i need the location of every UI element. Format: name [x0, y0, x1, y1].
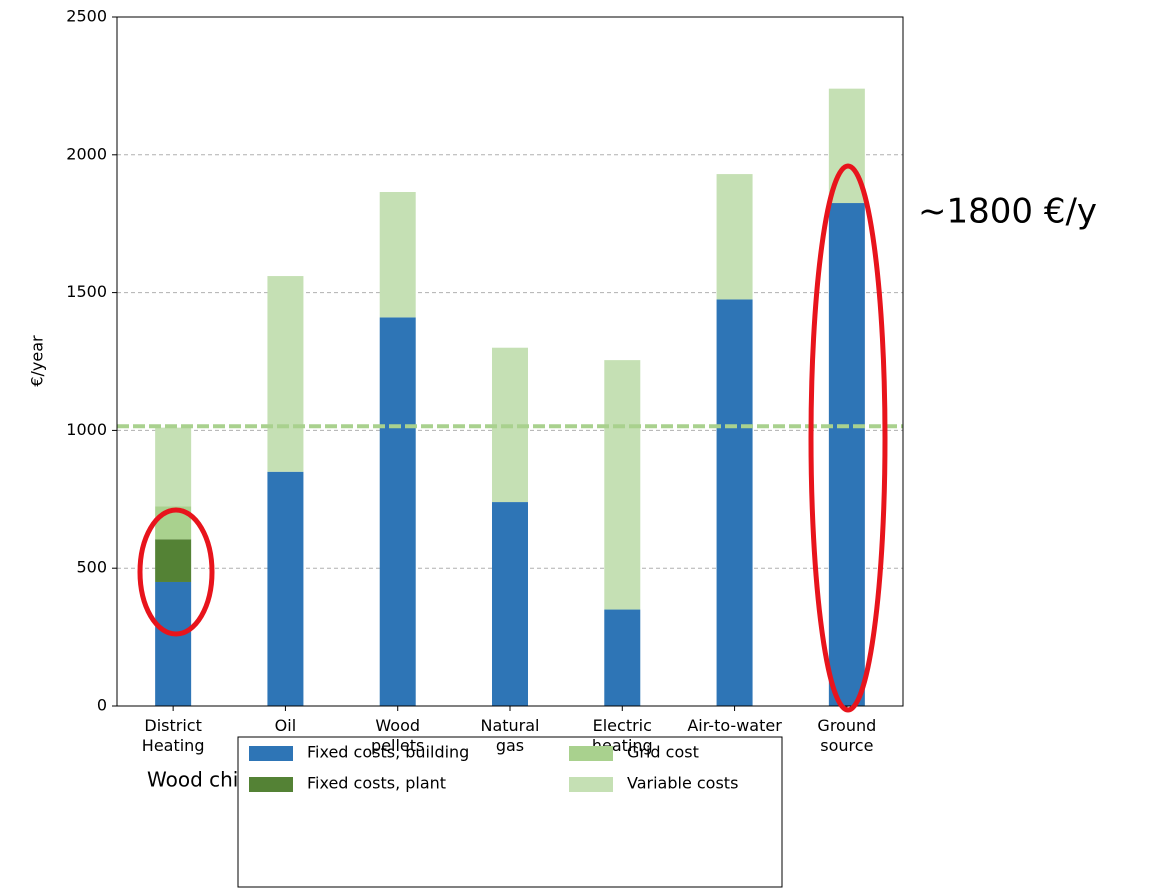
- x-tick-label: District Heating: [142, 716, 205, 755]
- x-tick-label: Ground source: [817, 716, 876, 755]
- legend-swatch: [569, 777, 613, 792]
- x-tick-label-line: Heating: [142, 736, 205, 755]
- y-axis-label: €/year: [28, 335, 47, 387]
- legend-label: Fixed costs, building: [307, 743, 469, 762]
- legend-label: Fixed costs, plant: [307, 774, 446, 793]
- annotation: Wood chip: [147, 768, 251, 792]
- highlight-ellipse: [808, 163, 888, 713]
- x-tick-label-line: Oil: [275, 716, 296, 735]
- x-tick-label-line: Natural: [480, 716, 539, 735]
- annotation: ~1800 €/y: [918, 192, 1097, 232]
- legend-label: Variable costs: [627, 774, 738, 793]
- x-tick-label: Natural gas: [480, 716, 539, 755]
- bar-segment: [267, 471, 304, 706]
- x-tick-label-line: pellets: [371, 736, 424, 755]
- bar-segment: [155, 427, 192, 507]
- legend-swatch: [249, 777, 293, 792]
- plot-frame: [116, 16, 904, 707]
- legend-label: Grid cost: [627, 743, 699, 762]
- bar-segment: [492, 502, 528, 706]
- x-tick-label-line: Ground: [817, 716, 876, 735]
- x-tick-label-line: Wood: [375, 716, 420, 735]
- legend-swatch: [569, 746, 613, 761]
- y-tick-label: 1000: [66, 420, 107, 439]
- bar-segment: [379, 192, 416, 318]
- x-tick-label-line: gas: [496, 736, 524, 755]
- bar-segment: [828, 203, 865, 706]
- bar-segment: [604, 360, 641, 610]
- y-tick-label: 500: [76, 558, 107, 577]
- x-tick-label: Wood pellets: [371, 716, 424, 755]
- legend-swatch: [249, 746, 293, 761]
- x-tick-label: Air-to-water: [687, 716, 782, 735]
- bar-segment: [155, 581, 192, 706]
- y-tick-label: 2500: [66, 7, 107, 26]
- bar-segment: [155, 539, 192, 582]
- x-tick-label-line: Electric: [593, 716, 652, 735]
- x-tick-label-line: Air-to-water: [687, 716, 782, 735]
- bar-segment: [716, 174, 753, 300]
- bar-segment: [267, 276, 304, 472]
- x-tick-label-line: source: [820, 736, 873, 755]
- x-tick-label: Oil: [275, 716, 296, 735]
- bar-segment: [604, 609, 641, 706]
- y-tick-label: 1500: [66, 282, 107, 301]
- y-tick-label: 0: [97, 696, 107, 715]
- bar-segment: [716, 299, 753, 706]
- highlight-ellipse: [137, 507, 215, 637]
- y-tick-label: 2000: [66, 144, 107, 163]
- bar-segment: [379, 317, 416, 706]
- x-tick-label-line: District: [144, 716, 201, 735]
- legend: [237, 736, 783, 888]
